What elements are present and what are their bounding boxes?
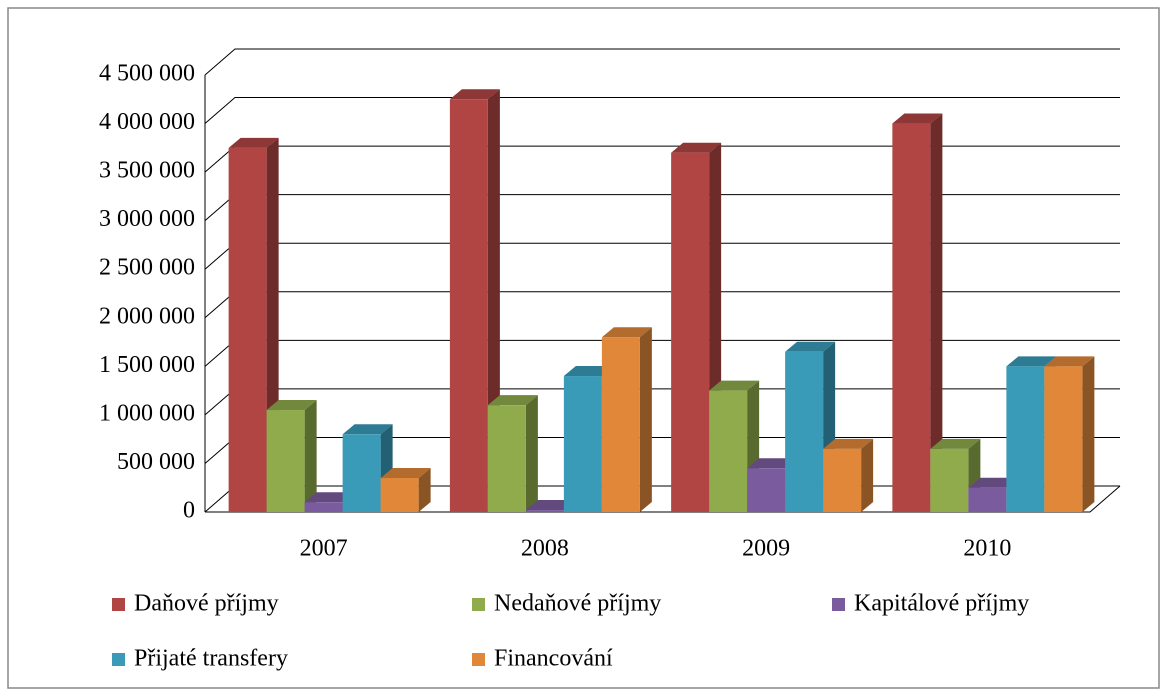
- bar-top: [823, 438, 874, 449]
- legend-swatch: [832, 598, 845, 611]
- legend-swatch: [112, 653, 125, 666]
- y-tick-label: 4 500 000: [99, 61, 195, 87]
- y-tick-label: 1 000 000: [99, 400, 195, 426]
- bar-top: [380, 468, 431, 479]
- bar: [487, 405, 526, 512]
- bar-top: [563, 366, 614, 377]
- bar-side: [930, 113, 943, 513]
- bar: [823, 448, 862, 512]
- legend-label: Financování: [494, 646, 613, 672]
- bar: [563, 376, 602, 512]
- x-tick-label: 2008: [521, 536, 569, 562]
- bar: [525, 510, 564, 512]
- legend-label: Přijaté transfery: [134, 646, 288, 672]
- bar-top: [785, 341, 836, 352]
- bar: [892, 123, 931, 513]
- bar-top: [266, 400, 317, 411]
- legend-swatch: [112, 598, 125, 611]
- legend-swatch: [472, 653, 485, 666]
- x-tick-label: 2007: [300, 536, 348, 562]
- bar: [1044, 366, 1083, 512]
- bar-side: [418, 468, 431, 512]
- x-tick-label: 2010: [963, 536, 1011, 562]
- bar-side: [861, 438, 874, 512]
- bar-top: [747, 458, 798, 469]
- bar-top: [228, 137, 279, 148]
- bar-top: [892, 113, 943, 124]
- y-tick-label: 500 000: [117, 449, 195, 475]
- bar-top: [525, 500, 576, 511]
- bar-side: [304, 400, 317, 512]
- grid-line: [204, 48, 1120, 76]
- y-tick-label: 2 000 000: [99, 303, 195, 329]
- legend-label: Daňové příjmy: [134, 591, 279, 617]
- bar-top: [487, 395, 538, 406]
- bar: [304, 502, 343, 512]
- bar: [228, 147, 267, 513]
- bar-top: [1044, 356, 1095, 367]
- y-tick-label: 4 000 000: [99, 109, 195, 135]
- bar-top: [709, 380, 760, 391]
- bar: [449, 99, 488, 513]
- bar-top: [671, 142, 722, 153]
- y-tick-label: 3 500 000: [99, 158, 195, 184]
- bar: [671, 152, 710, 512]
- y-tick-label: 0: [183, 498, 195, 524]
- bar: [1006, 366, 1045, 512]
- bar-top: [968, 477, 1019, 488]
- bar-side: [639, 327, 652, 512]
- bar: [709, 390, 748, 512]
- bar: [601, 337, 640, 512]
- bar-top: [449, 89, 500, 100]
- bar: [380, 478, 419, 512]
- grid-line: [204, 97, 1120, 124]
- bar-top: [601, 327, 652, 338]
- bar-top: [930, 438, 981, 449]
- bar: [342, 434, 381, 512]
- bar-top: [1006, 356, 1057, 367]
- y-tick-label: 2 500 000: [99, 255, 195, 281]
- legend-label: Nedaňové příjmy: [494, 591, 661, 617]
- x-tick-label: 2009: [742, 536, 790, 562]
- bar-top: [342, 424, 393, 435]
- legend-label: Kapitálové příjmy: [854, 591, 1029, 617]
- legend-swatch: [472, 598, 485, 611]
- bar-side: [1082, 356, 1095, 512]
- bar: [930, 448, 969, 512]
- y-tick-label: 1 500 000: [99, 352, 195, 378]
- y-tick-label: 3 000 000: [99, 206, 195, 232]
- bar: [968, 487, 1007, 512]
- bar: [785, 351, 824, 512]
- bar: [747, 468, 786, 512]
- bar: [266, 410, 305, 512]
- bar-top: [304, 492, 355, 503]
- bar-side: [525, 395, 538, 512]
